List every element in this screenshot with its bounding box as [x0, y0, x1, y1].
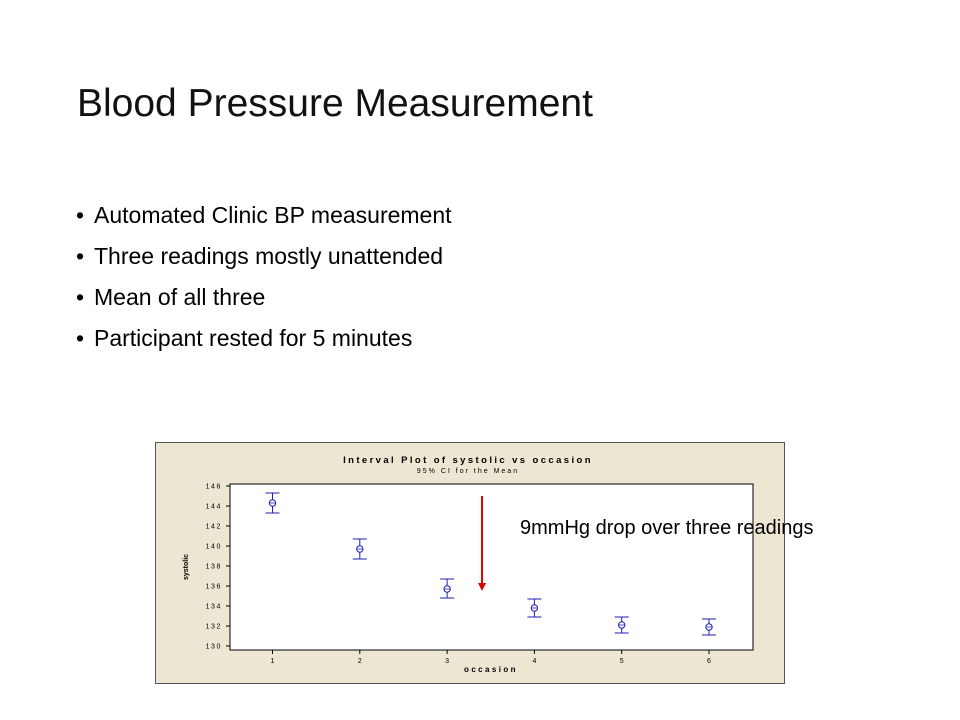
x-tick-label: 3: [445, 658, 449, 665]
y-tick-label: 140: [206, 544, 222, 551]
x-axis-label: occasion: [464, 665, 518, 674]
x-tick-label: 4: [532, 658, 536, 665]
bullet-item: Mean of all three: [76, 277, 452, 318]
x-tick-label: 5: [620, 658, 624, 665]
chart-marks: 130 132 134 136 138 140 142 144 146 1 2 3 4 5 6: [206, 484, 716, 665]
y-tick-label: 138: [206, 564, 222, 571]
slide-title: Blood Pressure Measurement: [77, 82, 593, 125]
y-tick-label: 142: [206, 524, 222, 531]
y-axis-label: systolic: [183, 554, 190, 580]
chart-subtitle: 95% CI for the Mean: [417, 468, 519, 475]
y-tick-label: 136: [206, 584, 222, 591]
plot-area: [229, 483, 754, 651]
x-tick-label: 6: [707, 658, 711, 665]
y-tick-label: 130: [206, 644, 222, 651]
y-tick-label: 144: [206, 504, 222, 511]
chart-title: Interval Plot of systolic vs occasion: [343, 455, 593, 466]
interval-plot: Interval Plot of systolic vs occasion 95…: [155, 442, 785, 684]
y-tick-label: 146: [206, 484, 222, 491]
x-tick-label: 2: [358, 658, 362, 665]
x-tick-label: 1: [271, 658, 275, 665]
bullet-item: Participant rested for 5 minutes: [76, 318, 452, 359]
bullet-list: Automated Clinic BP measurement Three re…: [76, 195, 452, 359]
bullet-item: Three readings mostly unattended: [76, 236, 452, 277]
y-tick-label: 134: [206, 604, 222, 611]
drop-arrow-head: [478, 583, 487, 591]
bullet-item: Automated Clinic BP measurement: [76, 195, 452, 236]
y-tick-label: 132: [206, 624, 222, 631]
drop-annotation: 9mmHg drop over three readings: [520, 517, 814, 539]
